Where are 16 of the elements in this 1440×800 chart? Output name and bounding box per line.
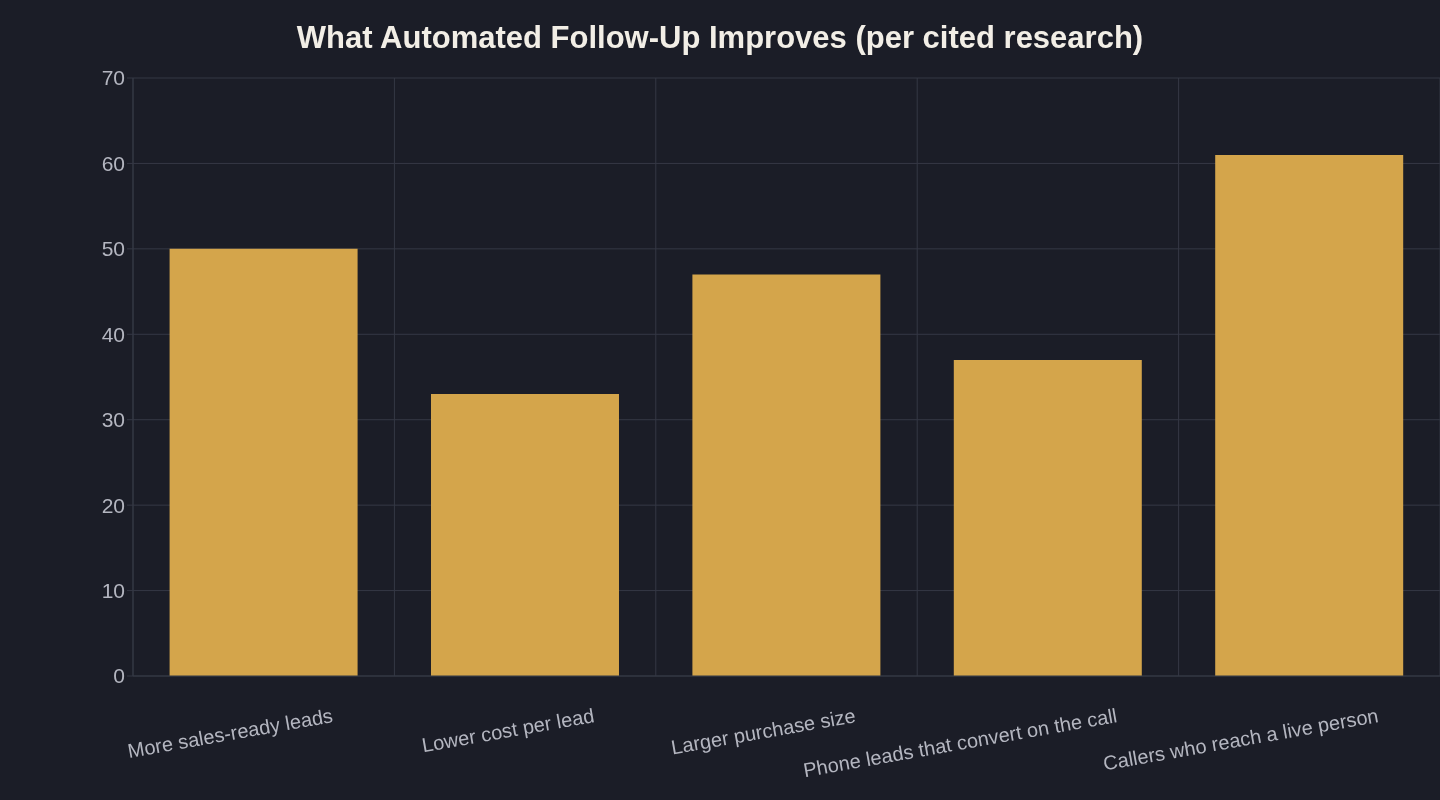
bar — [431, 394, 619, 676]
y-tick-label: 40 — [101, 322, 125, 346]
bar — [692, 274, 881, 676]
y-tick-label: 60 — [101, 151, 125, 175]
bar — [953, 359, 1142, 676]
bar — [169, 248, 358, 676]
bar — [1215, 154, 1404, 676]
y-tick-label: 50 — [101, 237, 125, 261]
y-tick-label: 30 — [101, 408, 125, 432]
x-tick-label: Lower cost per lead — [420, 704, 596, 757]
x-tick-label: More sales-ready leads — [125, 704, 335, 763]
y-tick-label: 20 — [101, 493, 125, 517]
y-tick-label: 70 — [101, 66, 125, 90]
y-tick-label: 0 — [113, 664, 125, 688]
y-tick-label: 10 — [101, 579, 125, 603]
chart-title: What Automated Follow-Up Improves (per cited research) — [295, 20, 1145, 56]
